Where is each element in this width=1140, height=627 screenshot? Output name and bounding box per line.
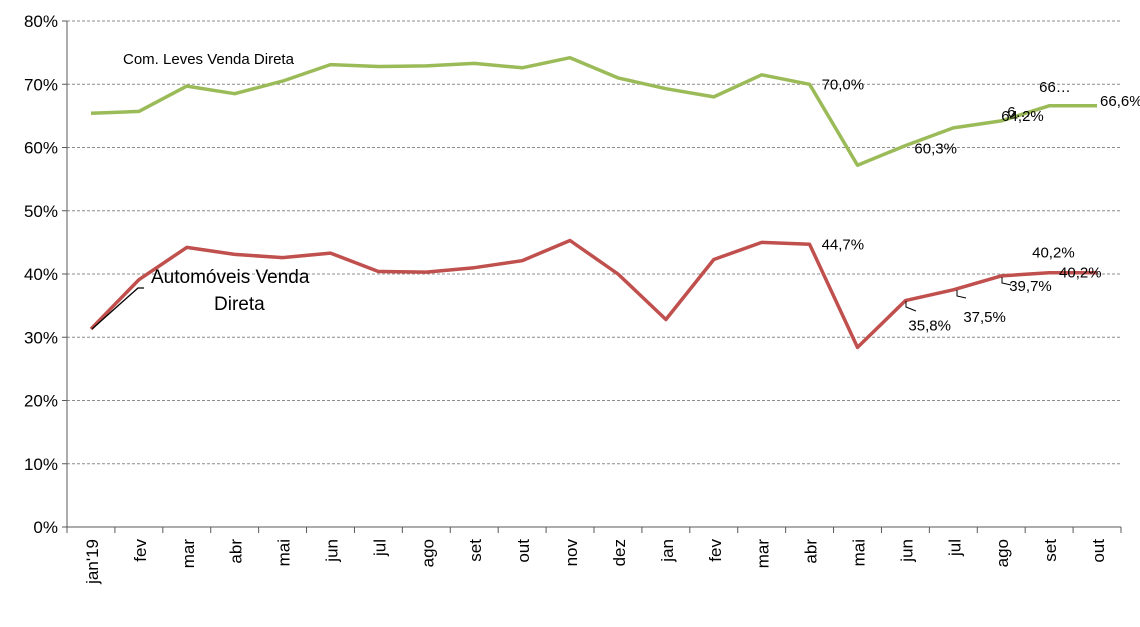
x-tick-label: jul	[945, 539, 964, 557]
y-tick-label: 60%	[24, 139, 58, 158]
data-label: 64,2%	[1001, 108, 1044, 125]
x-tick-label: ago	[993, 539, 1012, 567]
data-label: 6…	[1007, 104, 1030, 121]
data-label: 60,3%	[914, 141, 957, 158]
x-tick-label: mar	[754, 539, 773, 569]
y-tick-label: 10%	[24, 455, 58, 474]
series-label-automoveis-line1: Automóveis Venda	[151, 267, 310, 288]
data-label: 35,8%	[908, 318, 951, 335]
y-tick-label: 70%	[24, 75, 58, 94]
data-label: 70,0%	[822, 76, 865, 93]
x-tick-label: abr	[802, 539, 821, 564]
x-tick-label: out	[514, 539, 533, 563]
series-line-com-leves	[90, 55, 1097, 167]
y-tick-label: 30%	[24, 328, 58, 347]
y-tick-label: 0%	[33, 518, 58, 537]
x-tick-label: fev	[131, 539, 150, 562]
data-labels: 70,0% 60,3% 6…64,2% 66… 66,6% 44,7% 35,8% 37,5%…	[822, 76, 1140, 334]
data-label: 40,2%	[1059, 265, 1102, 282]
y-tick-label: 40%	[24, 265, 58, 284]
series-line-automoveis	[89, 238, 1097, 350]
x-tick-label: abr	[227, 539, 246, 564]
data-label-leader	[956, 290, 967, 299]
series-label-com-leves: Com. Leves Venda Direta	[123, 51, 295, 68]
y-tick-label: 20%	[24, 392, 58, 411]
data-label-leader	[1001, 277, 1012, 286]
x-tick-label: jan	[658, 539, 677, 563]
axes: 0% 10% 20% 30% 40% 50% 60% 70% 80% jan'19 fev mar ab…	[24, 12, 1122, 585]
data-label: 39,7%	[1009, 278, 1052, 295]
y-tick-label: 80%	[24, 12, 58, 31]
x-tick-label: jul	[370, 539, 389, 557]
x-tick-label: mar	[179, 539, 198, 569]
series-label-leader-line	[91, 287, 144, 330]
gridlines	[67, 20, 1121, 465]
y-tick-label: 50%	[24, 202, 58, 221]
x-tick-label: set	[1041, 539, 1060, 562]
series-lines	[89, 55, 1097, 350]
data-label: 66,6%	[1100, 93, 1140, 110]
x-tick-label: jun	[897, 539, 916, 563]
data-label: 37,5%	[963, 309, 1006, 326]
data-label-leader	[905, 301, 917, 312]
data-label: 44,7%	[822, 236, 865, 253]
series-label-automoveis-line2: Direta	[214, 294, 265, 315]
x-tick-label: nov	[562, 539, 581, 567]
x-tick-label: mai	[275, 539, 294, 566]
x-tick-label: set	[466, 539, 485, 562]
x-tick-label: jun	[323, 539, 342, 563]
x-tick-label: mai	[850, 539, 869, 566]
x-tick-label: jan'19	[83, 539, 102, 585]
x-tick-label: out	[1089, 539, 1108, 563]
x-tick-label: fev	[706, 539, 725, 562]
x-tick-label: dez	[610, 539, 629, 566]
x-tick-label: ago	[418, 539, 437, 567]
data-label: 66…	[1039, 79, 1071, 96]
data-label: 40,2%	[1032, 245, 1075, 262]
